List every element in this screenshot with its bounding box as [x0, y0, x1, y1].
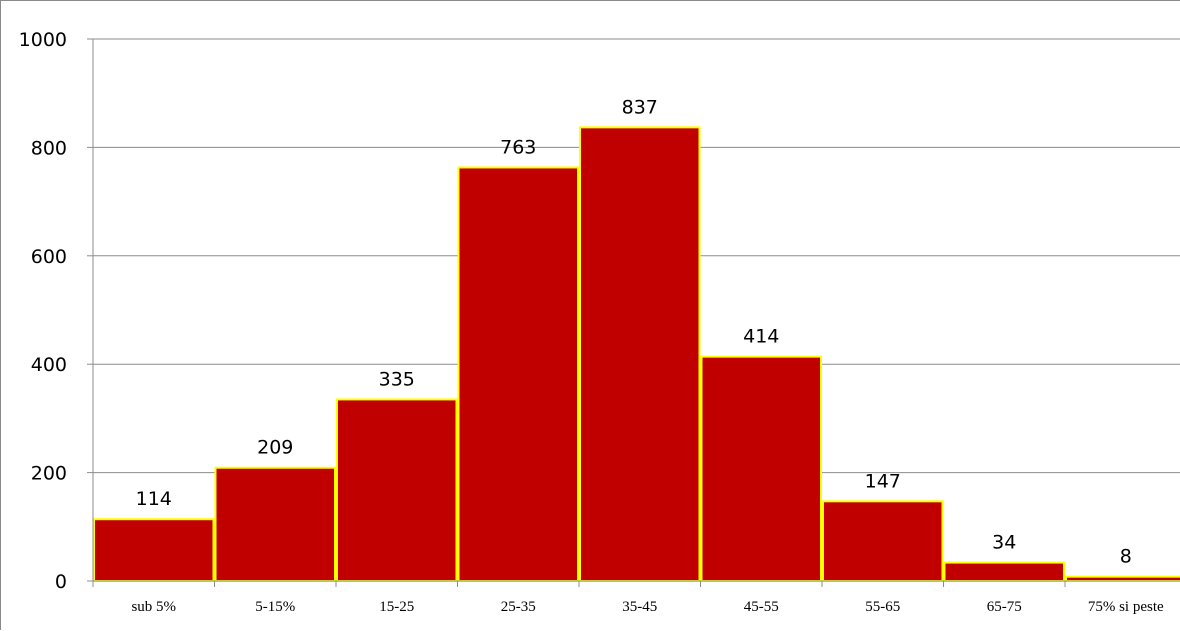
x-tick-label: sub 5% [131, 599, 176, 615]
bar [336, 398, 458, 582]
y-tick-label: 800 [31, 137, 67, 159]
data-label: 114 [136, 488, 172, 510]
data-label: 335 [379, 368, 415, 390]
y-tick-label: 400 [31, 354, 67, 376]
x-tick-label: 35-45 [622, 599, 657, 615]
y-tick-label: 0 [55, 571, 67, 593]
y-tick-label: 600 [31, 246, 67, 268]
bar [943, 561, 1065, 583]
x-tick-label: 45-55 [744, 599, 779, 615]
x-tick-label: 75% si peste [1088, 599, 1164, 615]
bar [700, 355, 822, 582]
y-tick-labels: 0 200 400 600 800 1000 [19, 29, 67, 593]
data-label: 837 [622, 96, 658, 118]
data-label: 209 [257, 437, 293, 459]
data-label: 414 [743, 326, 779, 348]
data-label: 34 [992, 532, 1016, 554]
data-labels: 114 209 335 763 837 414 147 34 8 [136, 96, 1132, 567]
axes [87, 38, 1180, 587]
bar [457, 166, 579, 582]
data-label: 147 [865, 470, 901, 492]
y-tick-label: 200 [31, 463, 67, 485]
y-tick-label: 1000 [19, 29, 67, 51]
x-tick-label: 65-75 [987, 599, 1022, 615]
data-label: 763 [500, 136, 536, 158]
bar [1065, 575, 1180, 583]
x-tick-label: 15-25 [379, 599, 414, 615]
x-tick-label: 55-65 [865, 599, 900, 615]
bars [93, 126, 1180, 583]
bar [822, 500, 944, 582]
data-label: 8 [1120, 546, 1132, 568]
x-tick-labels: sub 5% 5-15% 15-25 25-35 35-45 45-55 55-65 65-7… [131, 599, 1164, 615]
x-tick-label: 5-15% [255, 599, 295, 615]
bar [579, 126, 701, 582]
x-tick-label: 25-35 [501, 599, 536, 615]
bar [214, 466, 336, 582]
bar [93, 518, 215, 582]
